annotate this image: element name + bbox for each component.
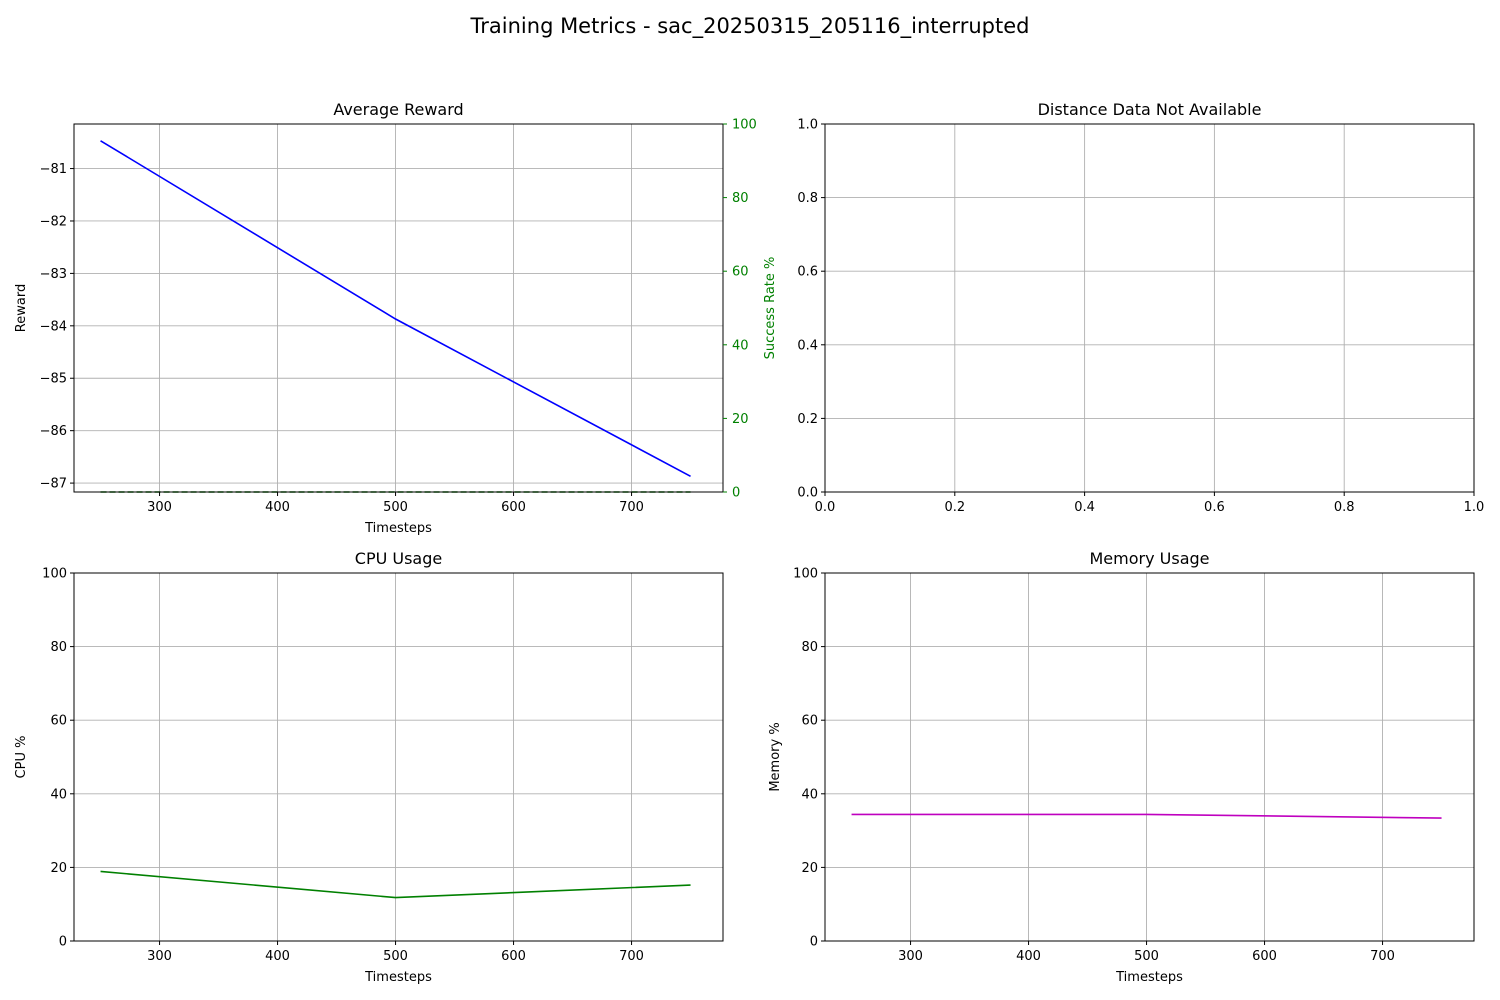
x-tick-label: 600 <box>1252 949 1277 964</box>
chart-panel-reward: 300 400 500 600 700 −87 −86 −85 −84 −83 −82 −81 0 20 4… <box>14 100 778 536</box>
x-axis-label: Timesteps <box>364 521 432 536</box>
chart-panel-memory: 300 400 500 600 700 0 20 40 60 80 100 Memory Usage T… <box>768 549 1475 985</box>
axes-frame <box>824 123 1475 493</box>
chart-title: Memory Usage <box>1089 549 1209 568</box>
y-tick-label: 100 <box>42 567 67 582</box>
axes-frame <box>824 572 1475 942</box>
y-tick-label: 0.0 <box>797 486 818 501</box>
chart-title: CPU Usage <box>355 549 442 568</box>
y-tick-label: 0 <box>810 935 818 950</box>
y-tick-label: 100 <box>793 567 818 582</box>
y2-tick-label: 20 <box>732 412 749 427</box>
x-tick-label: 400 <box>265 949 290 964</box>
chart-panel-distance: 0.0 0.2 0.4 0.6 0.8 1.0 0.0 0.2 0.4 0.6 0.8 1.0 Dist… <box>797 100 1484 515</box>
y-tick-label: 0.2 <box>797 412 818 427</box>
y-tick-label: 80 <box>50 640 67 655</box>
x-tick-label: 0.0 <box>815 500 836 515</box>
y-tick-label: −83 <box>40 267 67 282</box>
y-tick-label: −87 <box>40 477 67 492</box>
y-tick-label: 20 <box>50 861 67 876</box>
x-tick-label: 300 <box>898 949 923 964</box>
y-tick-label: 40 <box>50 787 67 802</box>
x-tick-label: 0.4 <box>1074 500 1095 515</box>
series-line-cpu-0 <box>100 870 691 899</box>
y-tick-label: 80 <box>801 640 818 655</box>
x-tick-label: 1.0 <box>1464 500 1485 515</box>
y-axis-label: CPU % <box>14 736 29 779</box>
chart-title: Average Reward <box>333 100 463 119</box>
x-tick-label: 700 <box>619 949 644 964</box>
x-tick-label: 600 <box>501 500 526 515</box>
x-tick-label: 700 <box>619 500 644 515</box>
y-tick-label: −81 <box>40 162 67 177</box>
chart-title: Distance Data Not Available <box>1038 100 1262 119</box>
y-tick-label: −85 <box>40 372 67 387</box>
x-tick-label: 400 <box>265 500 290 515</box>
x-tick-label: 500 <box>383 500 408 515</box>
y-tick-label: 60 <box>801 714 818 729</box>
chart-panel-cpu: 300 400 500 600 700 0 20 40 60 80 100 CPU Usage Time… <box>14 549 724 985</box>
x-axis-label: Timesteps <box>1115 970 1183 985</box>
y2-tick-label: 80 <box>732 191 749 206</box>
x-tick-label: 0.8 <box>1334 500 1355 515</box>
y2-tick-label: 100 <box>732 118 757 133</box>
y-tick-label: 20 <box>801 861 818 876</box>
x-tick-label: 0.6 <box>1204 500 1225 515</box>
y-tick-label: 1.0 <box>797 118 818 133</box>
y-tick-label: 0 <box>59 935 67 950</box>
y-tick-label: −86 <box>40 424 67 439</box>
x-tick-label: 700 <box>1370 949 1395 964</box>
x-tick-label: 300 <box>147 949 172 964</box>
y-tick-label: −84 <box>40 319 67 334</box>
x-tick-label: 600 <box>501 949 526 964</box>
y2-tick-label: 0 <box>732 486 740 501</box>
y-tick-label: −82 <box>40 214 67 229</box>
y-tick-label: 0.4 <box>797 338 818 353</box>
series-line-memory-0 <box>851 813 1442 819</box>
y2-axis-label: Success Rate % <box>763 257 778 360</box>
y-tick-label: 40 <box>801 787 818 802</box>
y2-tick-label: 40 <box>732 338 749 353</box>
x-tick-label: 500 <box>383 949 408 964</box>
y-tick-label: 60 <box>50 714 67 729</box>
axes-frame <box>73 572 724 942</box>
series-line-reward-0 <box>100 140 691 477</box>
x-tick-label: 400 <box>1016 949 1041 964</box>
figure-title: Training Metrics - sac_20250315_205116_i… <box>470 14 1030 38</box>
x-axis-label: Timesteps <box>364 970 432 985</box>
y-tick-label: 0.6 <box>797 265 818 280</box>
x-tick-label: 500 <box>1134 949 1159 964</box>
x-tick-label: 0.2 <box>944 500 965 515</box>
y-tick-label: 0.8 <box>797 191 818 206</box>
axes-frame <box>73 123 724 493</box>
y2-tick-label: 60 <box>732 265 749 280</box>
y-axis-label: Reward <box>14 284 29 332</box>
x-tick-label: 300 <box>147 500 172 515</box>
y-axis-label: Memory % <box>768 722 783 791</box>
